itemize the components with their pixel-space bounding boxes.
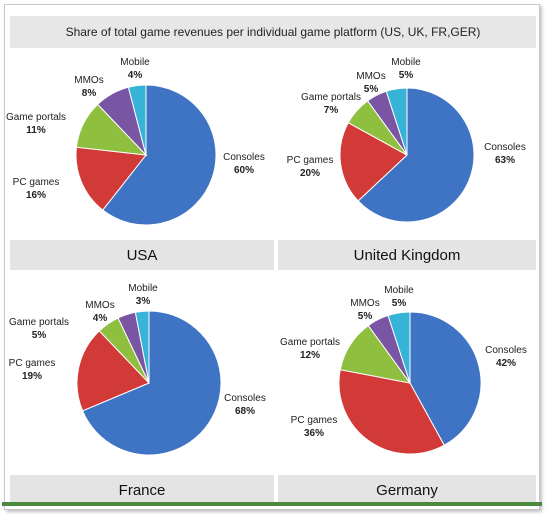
slice-value-united-kingdom-mobile: 5% [399,70,414,81]
slice-label-united-kingdom-mmos: MMOs [356,71,385,82]
country-label-france-text: France [118,481,166,499]
slice-value-france-consoles: 68% [235,406,255,417]
pie-slice-united-kingdom-mobile [385,87,408,156]
pie-slice-france-consoles [81,310,222,456]
slice-value-germany-mmos: 5% [358,311,373,322]
slice-label-usa-mobile: Mobile [120,57,150,68]
slice-value-france-game-portals: 5% [32,330,47,341]
pie-slice-usa-mobile [127,84,147,156]
chart-title: Share of total game revenues per individ… [10,16,536,48]
country-label-usa: USA [10,240,274,270]
slice-label-germany-mmos: MMOs [350,298,379,309]
slice-value-france-pc-games: 19% [22,371,42,382]
pie-slice-france-pc-games [76,330,150,412]
slice-value-usa-pc-games: 16% [26,190,46,201]
pie-slice-united-kingdom-consoles [357,87,475,223]
slice-label-germany-game-portals: Game portals [280,337,340,348]
chart-title-text: Share of total game revenues per individ… [65,25,481,39]
slice-label-united-kingdom-pc-games: PC games [287,155,334,166]
slice-value-usa-mmos: 8% [82,88,97,99]
pie-germany: Consoles 42% PC games 36% Game portals 12% MMO… [280,285,527,455]
slice-label-france-consoles: Consoles [224,393,266,404]
slice-label-usa-consoles: Consoles [223,152,265,163]
pie-slice-united-kingdom-pc-games [339,122,408,202]
country-label-usa-text: USA [126,246,158,264]
slice-value-germany-game-portals: 12% [300,350,320,361]
slice-value-united-kingdom-mmos: 5% [364,84,379,95]
slice-value-united-kingdom-consoles: 63% [495,155,515,166]
slice-label-united-kingdom-mobile: Mobile [391,57,421,68]
pie-france: Consoles 68% PC games 19% Game portals 5% MMOs… [9,283,266,456]
country-label-france: France [10,475,274,505]
slice-label-germany-pc-games: PC games [291,415,338,426]
slice-label-usa-pc-games: PC games [13,177,60,188]
pie-slice-usa-pc-games [75,146,147,211]
slice-value-united-kingdom-pc-games: 20% [300,168,320,179]
slice-label-france-pc-games: PC games [9,358,56,369]
pie-slice-germany-mobile [387,311,411,384]
slice-label-usa-game-portals: Game portals [6,112,66,123]
slice-label-france-game-portals: Game portals [9,317,69,328]
slice-label-france-mobile: Mobile [128,283,158,294]
pie-slice-germany-pc-games [338,369,445,455]
slice-value-germany-consoles: 42% [496,358,516,369]
slice-value-germany-mobile: 5% [392,298,407,309]
slice-value-united-kingdom-game-portals: 7% [324,105,339,116]
country-label-uk-text: United Kingdom [353,246,461,264]
pie-slice-germany-consoles [409,311,482,446]
country-label-uk: United Kingdom [278,240,536,270]
slice-label-usa-mmos: MMOs [74,75,103,86]
slice-label-france-mmos: MMOs [85,300,114,311]
slice-value-france-mobile: 3% [136,296,151,307]
slice-label-germany-mobile: Mobile [384,285,414,296]
slice-value-france-mmos: 4% [93,313,108,324]
slice-label-united-kingdom-game-portals: Game portals [301,92,361,103]
slice-label-germany-consoles: Consoles [485,345,527,356]
pie-slice-france-mobile [134,310,150,384]
slice-label-united-kingdom-consoles: Consoles [484,142,526,153]
country-label-germany: Germany [278,475,536,505]
slice-value-usa-consoles: 60% [234,165,254,176]
slice-value-usa-game-portals: 11% [26,125,46,136]
bottom-accent-line [2,502,542,506]
pie-usa: Consoles 60% PC games 16% Game portals 11% MMO… [6,57,265,226]
pie-united-kingdom: Consoles 63% PC games 20% Game portals 7% MMOs… [287,57,526,223]
slice-value-germany-pc-games: 36% [304,428,324,439]
pie-slice-usa-consoles [102,84,217,226]
country-label-germany-text: Germany [376,481,438,499]
slice-value-usa-mobile: 4% [128,70,143,81]
